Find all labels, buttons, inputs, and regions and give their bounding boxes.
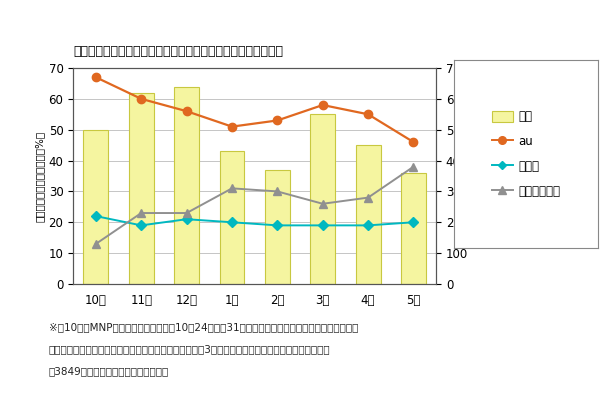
Bar <box>356 145 381 284</box>
Text: 月別の携帯乗り換え者数と、携帯電話会社別の乗り換えシェア: 月別の携帯乗り換え者数と、携帯電話会社別の乗り換えシェア <box>73 45 283 58</box>
Bar <box>310 114 336 284</box>
Legend: 人数, au, ドコモ, ソフトバンク: 人数, au, ドコモ, ソフトバンク <box>486 104 567 204</box>
Bar <box>401 173 426 284</box>
Y-axis label: 携帯電話会社別のシェア（%）: 携帯電話会社別のシェア（%） <box>34 130 45 222</box>
Bar <box>265 170 290 284</box>
Bar <box>174 86 199 284</box>
Text: には同じ携帯電話会社に変更した場合や、携帯電話会社3社以外への乗り換えをした人などを省いた: には同じ携帯電話会社に変更した場合や、携帯電話会社3社以外への乗り換えをした人な… <box>49 344 331 354</box>
Bar <box>129 93 154 284</box>
Bar <box>220 151 245 284</box>
Bar <box>84 130 109 284</box>
Text: ※　10月はMNP制度開始後、すなわち10月24日から31日までのみ集計の対象。また乗り換え者数: ※ 10月はMNP制度開始後、すなわち10月24日から31日までのみ集計の対象。… <box>49 322 358 332</box>
Y-axis label: 乗り換え者数（人）: 乗り換え者数（人） <box>472 148 483 204</box>
Text: 計3849人を対象として作成しました。: 計3849人を対象として作成しました。 <box>49 366 169 376</box>
